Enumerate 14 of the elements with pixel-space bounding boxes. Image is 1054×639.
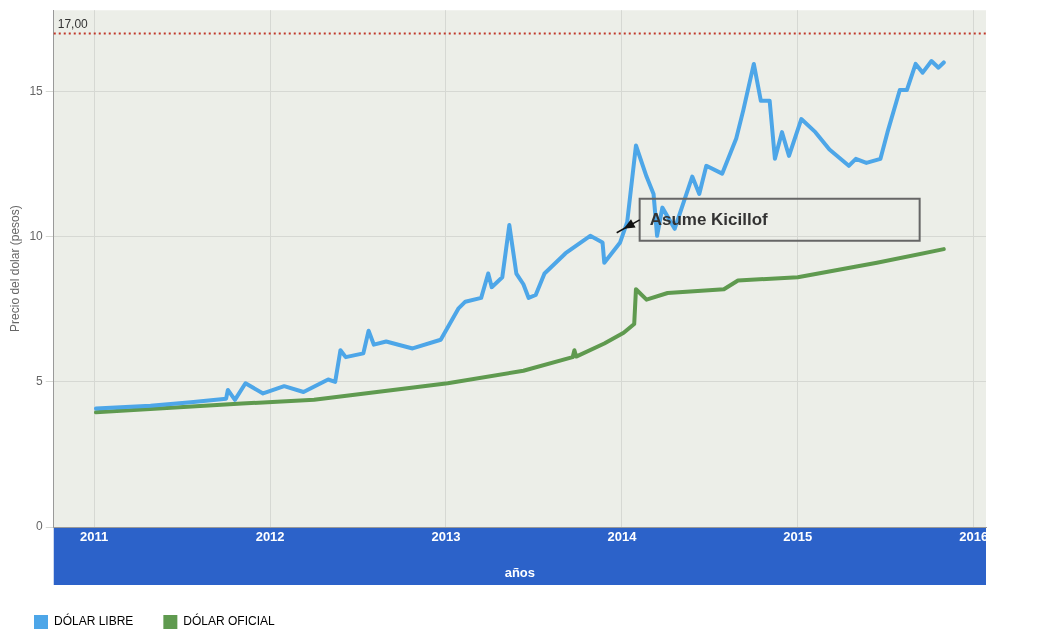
ref-line-label: 17,00: [57, 16, 89, 31]
y-tick-label: 5: [36, 374, 44, 389]
y-tick-label: 15: [29, 83, 44, 98]
x-tick-label: 2013: [431, 529, 461, 545]
x-tick-label: 2011: [80, 529, 109, 545]
x-tick-label: 2015: [783, 529, 813, 545]
x-tick-label: 2012: [255, 529, 285, 545]
legend-label: DÓLAR OFICIAL: [183, 613, 276, 629]
x-tick-label: 2014: [607, 529, 638, 545]
y-tick-label: 10: [29, 228, 44, 243]
legend-label: DÓLAR LIBRE: [54, 613, 134, 629]
y-tick-label: 0: [36, 519, 44, 534]
x-axis-title: años: [504, 564, 536, 580]
y-axis-title: Precio del dolar (pesos): [7, 205, 22, 332]
